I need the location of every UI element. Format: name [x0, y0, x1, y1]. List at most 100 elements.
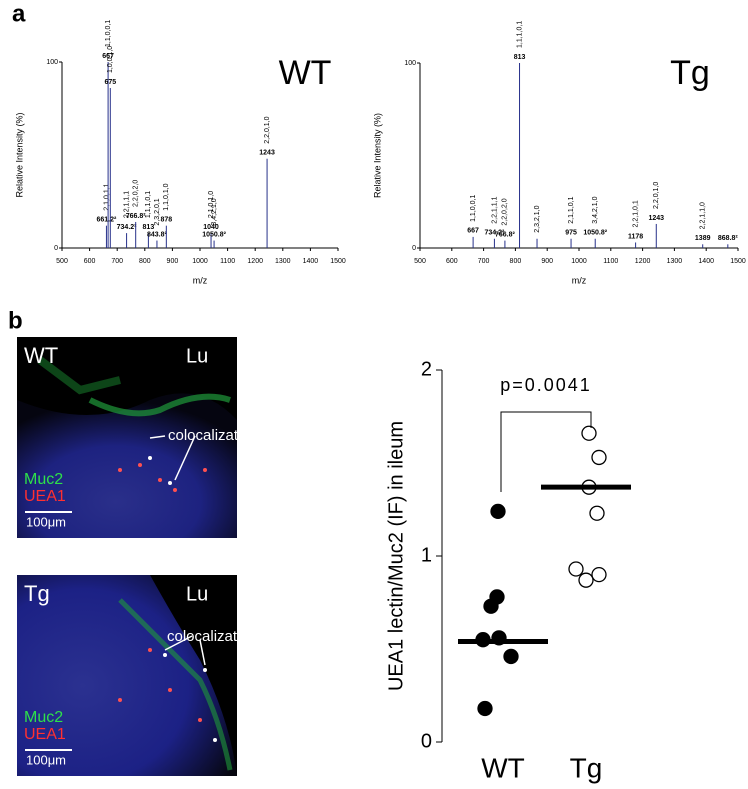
- x-tick-label: 800: [139, 258, 151, 265]
- stain-label: Muc2: [24, 471, 63, 488]
- glycan-label: 2,2,1,1,0: [700, 202, 707, 229]
- y-tick-label: 100: [46, 59, 58, 66]
- chart-title: WT: [279, 54, 332, 92]
- x-tick-label: 1500: [730, 258, 746, 265]
- x-tick-label: 1000: [192, 258, 208, 265]
- glycan-label: 2,3,2,0,1: [154, 198, 161, 225]
- x-tick-label: 1400: [698, 258, 714, 265]
- y-tick-label: 0: [412, 245, 416, 252]
- lumen-label: Lu: [186, 583, 208, 605]
- x-tick-label: 1200: [635, 258, 651, 265]
- y-tick-label: 100: [404, 60, 416, 67]
- x-tick-label: 900: [541, 258, 553, 265]
- x-tick-label: 1100: [220, 258, 235, 265]
- x-tick-label: Tg: [570, 752, 603, 783]
- lumen-label: Lu: [186, 345, 208, 367]
- mass-label: 1243: [259, 150, 275, 157]
- glycan-label: 1,1,0,0,1: [105, 20, 112, 47]
- mass-label: 1178: [628, 233, 643, 240]
- glycan-label: 2,2,0,2,0: [133, 180, 140, 207]
- stain-label: UEA1: [24, 488, 66, 505]
- dot: [581, 425, 597, 441]
- x-tick-label: 700: [478, 258, 490, 265]
- glycan-label: 2,2,0,2,0: [502, 198, 509, 225]
- mass-label: 675: [104, 79, 116, 86]
- p-value: p=0.0041: [500, 375, 592, 395]
- glycan-label: 3,4,2,1,0: [592, 196, 599, 223]
- dot: [578, 572, 594, 588]
- scale-bar-label: 100μm: [26, 752, 66, 767]
- mass-label: 667: [467, 228, 479, 235]
- x-tick-label: 1500: [330, 258, 346, 265]
- y-axis-label: Relative Intensity (%): [372, 113, 382, 198]
- glycan-label: 1,1,0,0,1: [470, 195, 477, 222]
- x-tick-label: 800: [510, 258, 522, 265]
- mass-label: 843.8²: [147, 231, 168, 238]
- dot: [591, 449, 607, 466]
- annotation: colocalization: [168, 427, 258, 444]
- mass-label: 1243: [648, 215, 664, 222]
- x-tick-label: 1100: [603, 258, 618, 265]
- x-tick-label: 500: [56, 258, 68, 265]
- x-tick-label: 500: [414, 258, 426, 265]
- mass-label: 878: [160, 217, 172, 224]
- mass-label: 766.8²: [126, 213, 147, 220]
- y-axis-label: UEA1 lectin/Muc2 (IF) in ileum: [385, 421, 407, 691]
- dot: [483, 598, 499, 614]
- dot: [568, 561, 584, 577]
- glycan-label: 2,2,1,1,1: [123, 191, 130, 218]
- glycan-label: 2,2,1,1,1: [491, 196, 498, 223]
- annotation: colocalization: [167, 628, 257, 645]
- glycan-label: 2,3,2,1,0: [534, 205, 541, 232]
- y-axis-label: Relative Intensity (%): [14, 112, 24, 197]
- panel-label: b: [8, 307, 23, 334]
- glycan-label: 2,2,1,0,1: [632, 200, 639, 227]
- mass-label: 868.8²: [718, 235, 739, 242]
- y-tick-label: 2: [421, 358, 432, 380]
- glycan-label: 1,0,0,1,0: [107, 46, 114, 73]
- mass-label: 1040: [203, 224, 219, 231]
- micrograph: [17, 575, 237, 776]
- glycan-label: 1,1,0,1,0: [163, 183, 170, 210]
- scale-bar-label: 100μm: [26, 514, 66, 529]
- glycan-label: 3,4,2,1,0: [211, 198, 218, 225]
- mass-label: 667: [102, 53, 114, 60]
- x-tick-label: WT: [481, 752, 525, 783]
- glycan-label: 2,1,1,0,1: [568, 196, 575, 223]
- dot: [503, 648, 519, 665]
- x-tick-label: 700: [111, 258, 123, 265]
- x-tick-label: 1400: [303, 258, 319, 265]
- y-tick-label: 1: [421, 544, 432, 566]
- mass-label: 813: [143, 224, 155, 231]
- dot: [477, 700, 493, 717]
- mass-label: 1389: [695, 235, 711, 242]
- glycan-label: 1,1,1,0,1: [516, 21, 523, 48]
- micrograph: [17, 337, 237, 538]
- significance-bracket: [500, 411, 592, 492]
- x-tick-label: 600: [84, 258, 96, 265]
- mass-label: 734.2²: [484, 230, 505, 237]
- mass-label: 766.8²: [495, 231, 516, 238]
- mass-label: 661.2²: [97, 217, 118, 224]
- dot: [591, 566, 607, 583]
- glycan-label: 2,1,0,1,1: [103, 183, 110, 210]
- x-tick-label: 1300: [275, 258, 291, 265]
- glycan-label: 2,1,0,1,0: [208, 191, 215, 218]
- panel-label: a: [12, 0, 26, 27]
- x-axis-label: m/z: [193, 275, 208, 285]
- stain-label: Muc2: [24, 709, 63, 726]
- dot: [490, 503, 506, 520]
- mass-label: 975: [565, 230, 577, 237]
- mass-label: 813: [514, 54, 526, 61]
- x-tick-label: 1300: [667, 258, 683, 265]
- glycan-label: 2,2,0,1,0: [653, 182, 660, 209]
- x-tick-label: 900: [167, 258, 179, 265]
- y-tick-label: 0: [421, 730, 432, 752]
- sample-label: WT: [24, 343, 58, 368]
- stain-label: UEA1: [24, 726, 66, 743]
- mass-label: 1050.8²: [583, 230, 607, 237]
- x-tick-label: 600: [446, 258, 458, 265]
- x-tick-label: 1200: [247, 258, 263, 265]
- x-axis-label: m/z: [572, 275, 587, 285]
